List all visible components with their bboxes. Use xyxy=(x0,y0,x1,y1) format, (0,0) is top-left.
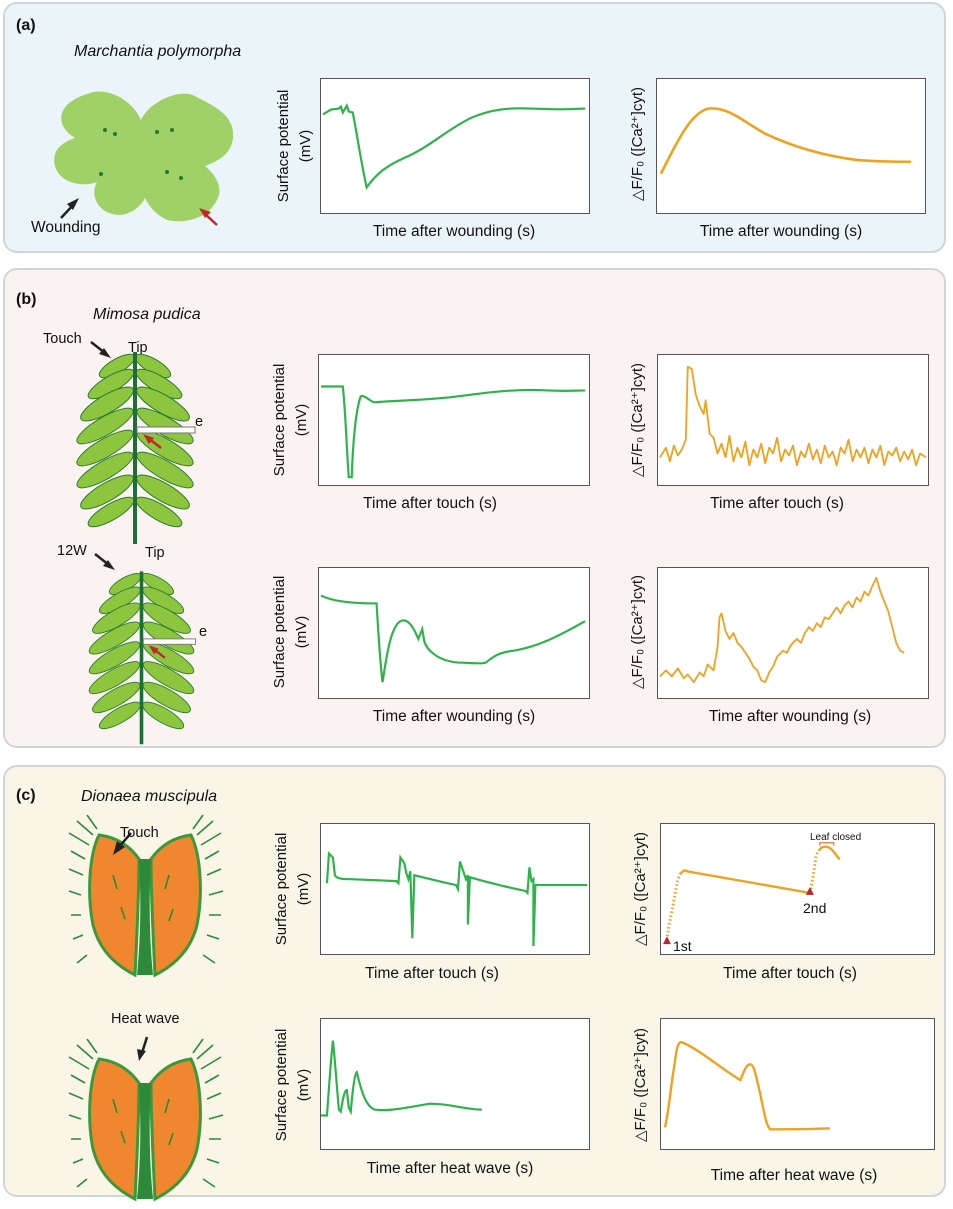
electrode xyxy=(136,426,196,434)
signal-arrow-red-head xyxy=(148,645,159,655)
graph-c1-xlabel: Time after touch (s) xyxy=(365,965,499,982)
graph-b3-xlabel: Time after wounding (s) xyxy=(372,708,536,725)
trap-midrib xyxy=(137,1083,153,1199)
graph-a1-ylabel: Surface potential (mV) xyxy=(275,89,314,203)
leaf-closed-bracket xyxy=(819,842,835,846)
graph-c1-ylabel: Surface potential (mV) xyxy=(273,832,312,946)
trace-c3 xyxy=(321,1040,482,1117)
wounding-label: Wounding xyxy=(31,219,101,236)
marchantia-illustration xyxy=(54,91,234,226)
graph-b2-ylabel: △F/F₀ ([Ca²⁺]cyt) xyxy=(629,362,646,478)
touch-label-c: Touch xyxy=(120,825,159,841)
trap-trigger-hairs xyxy=(68,814,224,964)
graph-b2-xlabel: Time after touch (s) xyxy=(710,495,844,512)
graph-b4-ylabel: △F/F₀ ([Ca²⁺]cyt) xyxy=(629,574,646,690)
gemma-cup-dot xyxy=(170,128,174,132)
trace-c2-closure xyxy=(818,845,841,861)
inner-hairs xyxy=(112,1098,174,1146)
graph-c4 xyxy=(660,1018,935,1150)
graph-b4 xyxy=(657,567,929,699)
dionaea-trap-heat xyxy=(68,1038,224,1202)
trap-lobe-left xyxy=(88,1057,141,1202)
graph-a1-xlabel: Time after wounding (s) xyxy=(372,223,536,240)
trace-c2 xyxy=(680,869,811,895)
first-stimulus-marker xyxy=(662,936,671,945)
graph-b3 xyxy=(318,567,590,699)
tip-label-2: Tip xyxy=(145,545,165,561)
gemma-cup-dot xyxy=(99,172,103,176)
wound-arrow xyxy=(94,553,115,570)
graph-a2-ylabel: △F/F₀ ([Ca²⁺]cyt) xyxy=(629,86,646,202)
gemma-cup-dot xyxy=(155,130,159,134)
graph-c4-ylabel: △F/F₀ ([Ca²⁺]cyt) xyxy=(632,1027,649,1143)
graph-b1 xyxy=(318,354,590,486)
inner-hairs xyxy=(112,874,174,922)
leaflet-group xyxy=(76,353,194,528)
graph-b1-xlabel: Time after touch (s) xyxy=(363,495,497,512)
graph-c2-xlabel: Time after touch (s) xyxy=(723,965,857,982)
mimosa-leaf-wound xyxy=(85,569,198,745)
touch-label: Touch xyxy=(43,331,82,347)
species-dionaea: Dionaea muscipula xyxy=(81,788,218,805)
graph-b4-xlabel: Time after wounding (s) xyxy=(708,708,872,725)
graph-a2 xyxy=(656,78,926,214)
graph-a2-xlabel: Time after wounding (s) xyxy=(699,223,863,240)
graph-c2: Leaf closed 1st 2nd xyxy=(660,823,935,955)
panel-c-label: (c) xyxy=(16,787,36,804)
graph-c2-ylabel: △F/F₀ ([Ca²⁺]cyt) xyxy=(632,831,649,947)
trap-shape xyxy=(68,814,224,978)
signal-arrow-red-head xyxy=(143,434,154,444)
trace-c2-dotted xyxy=(665,872,683,941)
second-stimulus-marker xyxy=(805,887,814,895)
graph-a1 xyxy=(320,78,590,214)
trace-c2-dotted-2 xyxy=(808,848,821,894)
graph-c3 xyxy=(320,1018,590,1150)
trace-b1 xyxy=(320,385,586,479)
panel-a: (a) Marchantia polymorpha Wounding Surfa… xyxy=(3,2,946,253)
gemma-cup-dot xyxy=(113,132,117,136)
touch-arrow xyxy=(90,341,111,358)
species-marchantia: Marchantia polymorpha xyxy=(74,43,242,60)
trap-lobe-right xyxy=(149,1057,202,1202)
graph-b3-ylabel: Surface potential (mV) xyxy=(271,575,310,689)
electrode-label-1: e xyxy=(195,414,204,430)
graph-c1 xyxy=(320,823,590,955)
graph-c3-xlabel: Time after heat wave (s) xyxy=(366,1160,534,1177)
first-stimulus-label: 1st xyxy=(673,938,692,954)
heat-wave-label: Heat wave xyxy=(111,1011,180,1027)
graph-b2 xyxy=(657,354,929,486)
dionaea-trap-touch xyxy=(68,814,224,978)
thallus-shape xyxy=(54,91,234,222)
second-stimulus-label: 2nd xyxy=(803,900,827,916)
electrode-label-2: e xyxy=(199,624,208,640)
trace-b2 xyxy=(659,365,927,467)
panel-c: (c) Dionaea muscipula Touch xyxy=(3,765,946,1202)
panel-b: (b) Mimosa pudica Touch Tip xyxy=(3,268,946,748)
trap-trigger-hairs xyxy=(68,1038,224,1188)
panel-b-label: (b) xyxy=(16,291,37,308)
gemma-cup-dot xyxy=(103,128,107,132)
wound-12w-label: 12W xyxy=(57,543,87,559)
trace-a2 xyxy=(659,107,912,175)
trace-a1 xyxy=(322,102,586,190)
gemma-cup-dot xyxy=(179,176,183,180)
trace-c1 xyxy=(325,851,588,947)
wound-arrow-head xyxy=(67,198,79,210)
graph-b1-ylabel: Surface potential (mV) xyxy=(271,363,310,477)
heat-wave-arrow xyxy=(137,1036,149,1061)
signal-arrow-red-head xyxy=(199,208,211,218)
trace-b4 xyxy=(659,576,905,684)
species-mimosa: Mimosa pudica xyxy=(93,306,201,323)
graph-c3-ylabel: Surface potential (mV) xyxy=(273,1028,312,1142)
electrode xyxy=(142,638,196,645)
graph-c4-xlabel: Time after heat wave (s) xyxy=(710,1167,878,1184)
touch-arrow-head xyxy=(113,841,125,855)
trace-b3 xyxy=(320,594,586,683)
panel-a-label: (a) xyxy=(16,17,36,34)
gemma-cup-dot xyxy=(165,170,169,174)
tip-label-1: Tip xyxy=(128,340,148,356)
trace-c4 xyxy=(663,1041,830,1131)
leaf-closed-label: Leaf closed xyxy=(810,832,862,843)
mimosa-leaf-touch xyxy=(76,352,196,544)
